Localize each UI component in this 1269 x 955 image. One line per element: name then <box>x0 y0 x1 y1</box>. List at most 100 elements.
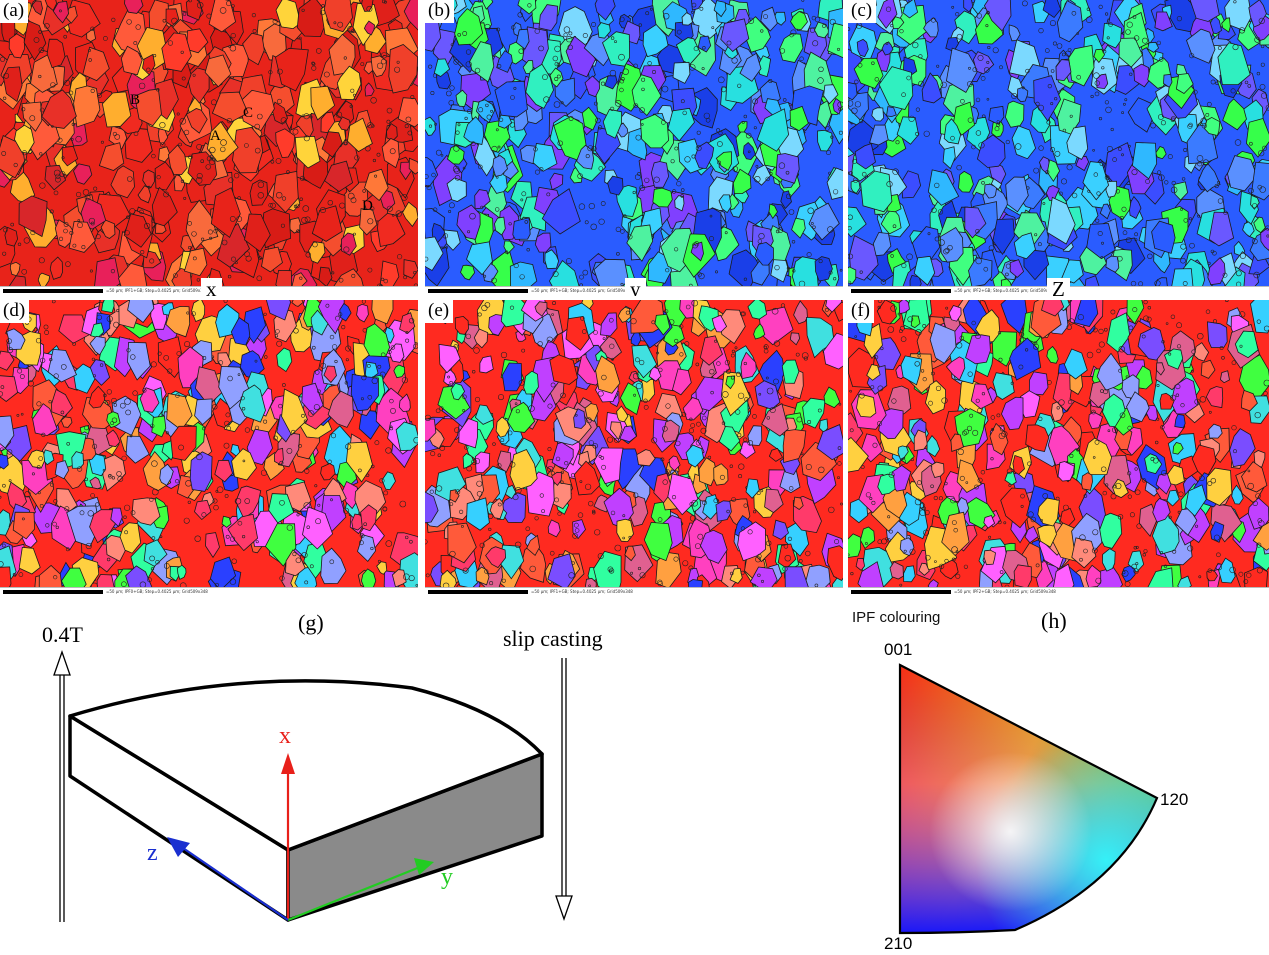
subgrain-boundary <box>571 473 576 478</box>
subgrain-boundary <box>471 459 478 465</box>
subgrain-boundary <box>986 10 990 14</box>
subgrain-boundary <box>1215 564 1223 571</box>
grain <box>1005 176 1029 213</box>
grain <box>780 190 792 210</box>
subgrain-boundary <box>552 55 559 62</box>
subgrain-boundary <box>385 447 392 454</box>
subgrain-boundary <box>528 405 535 412</box>
grain <box>1189 0 1220 22</box>
subgrain-boundary <box>184 129 190 135</box>
subgrain-boundary <box>908 115 915 122</box>
grain <box>929 322 957 364</box>
subgrain-boundary <box>773 340 781 347</box>
subgrain-boundary <box>218 360 224 366</box>
grain <box>347 117 373 153</box>
subgrain-boundary <box>869 497 873 501</box>
subgrain-boundary <box>476 480 483 487</box>
subgrain-boundary <box>151 536 156 540</box>
subgrain-boundary <box>106 557 111 562</box>
subgrain-boundary <box>182 12 187 16</box>
subgrain-boundary <box>63 222 69 227</box>
ebsd-map-c <box>848 0 1269 296</box>
grain <box>1106 312 1131 353</box>
subgrain-boundary <box>607 436 614 443</box>
subgrain-boundary <box>440 154 444 157</box>
subgrain-boundary <box>719 474 725 480</box>
subgrain-boundary <box>700 427 707 434</box>
subgrain-boundary <box>77 222 83 228</box>
grain <box>221 515 232 528</box>
subgrain-boundary <box>720 86 727 93</box>
grain <box>754 241 774 266</box>
subgrain-boundary <box>787 536 793 541</box>
subgrain-boundary <box>151 78 155 82</box>
subgrain-boundary <box>1152 457 1159 464</box>
subgrain-boundary <box>191 231 197 237</box>
grain <box>593 550 622 597</box>
grain <box>82 46 110 82</box>
subgrain-boundary <box>351 273 356 278</box>
subgrain-boundary <box>1018 364 1024 370</box>
subgrain-boundary <box>1238 571 1244 577</box>
subgrain-boundary <box>1180 243 1187 250</box>
subgrain-boundary <box>120 402 126 409</box>
subgrain-boundary <box>333 21 337 25</box>
grain <box>672 61 691 84</box>
subgrain-boundary <box>730 571 734 576</box>
subgrain-boundary <box>1198 575 1202 579</box>
subgrain-boundary <box>944 247 950 253</box>
subgrain-boundary <box>796 416 803 423</box>
grain <box>294 135 321 169</box>
subgrain-boundary <box>721 391 729 398</box>
subgrain-boundary <box>852 158 858 164</box>
grain <box>718 194 732 214</box>
subgrain-boundary <box>52 521 57 527</box>
grain <box>450 382 466 401</box>
subgrain-boundary <box>697 533 704 540</box>
subgrain-boundary <box>395 210 402 217</box>
grain <box>655 550 682 589</box>
grain <box>923 17 939 38</box>
scalebar <box>428 289 528 293</box>
subgrain-boundary <box>848 226 852 231</box>
subgrain-boundary <box>124 230 130 236</box>
subgrain-boundary <box>1037 242 1042 247</box>
subgrain-boundary <box>906 253 913 261</box>
grain <box>230 316 251 346</box>
subgrain-boundary <box>453 145 460 152</box>
subgrain-boundary <box>708 236 714 242</box>
subgrain-boundary <box>870 385 875 390</box>
subgrain-boundary <box>156 87 160 92</box>
subgrain-boundary <box>496 27 501 32</box>
subgrain-boundary <box>377 559 381 563</box>
subgrain-boundary <box>180 179 185 183</box>
subgrain-boundary <box>765 176 770 182</box>
subgrain-boundary <box>370 464 375 469</box>
subgrain-boundary <box>931 371 935 376</box>
subgrain-boundary <box>546 336 553 343</box>
subgrain-boundary <box>167 40 173 46</box>
subgrain-boundary <box>975 97 981 103</box>
subgrain-boundary <box>822 24 826 28</box>
grain <box>1248 0 1267 28</box>
grain <box>507 401 536 433</box>
subgrain-boundary <box>435 408 441 414</box>
subgrain-boundary <box>1083 494 1088 498</box>
subgrain-boundary <box>592 509 596 513</box>
subgrain-boundary <box>245 255 252 262</box>
subgrain-boundary <box>900 336 907 343</box>
grain <box>454 315 469 335</box>
subgrain-boundary <box>1143 315 1150 322</box>
subgrain-boundary <box>1248 187 1254 194</box>
subgrain-boundary <box>57 137 63 143</box>
subgrain-boundary <box>301 552 308 559</box>
grain <box>51 388 73 418</box>
panel-label-g: (g) <box>298 610 324 635</box>
subgrain-boundary <box>234 261 238 265</box>
subgrain-boundary <box>1099 161 1105 166</box>
subgrain-boundary <box>597 553 604 560</box>
subgrain-boundary <box>789 486 794 491</box>
subgrain-boundary <box>405 116 412 123</box>
subgrain-boundary <box>449 380 453 385</box>
subgrain-boundary <box>207 229 213 235</box>
